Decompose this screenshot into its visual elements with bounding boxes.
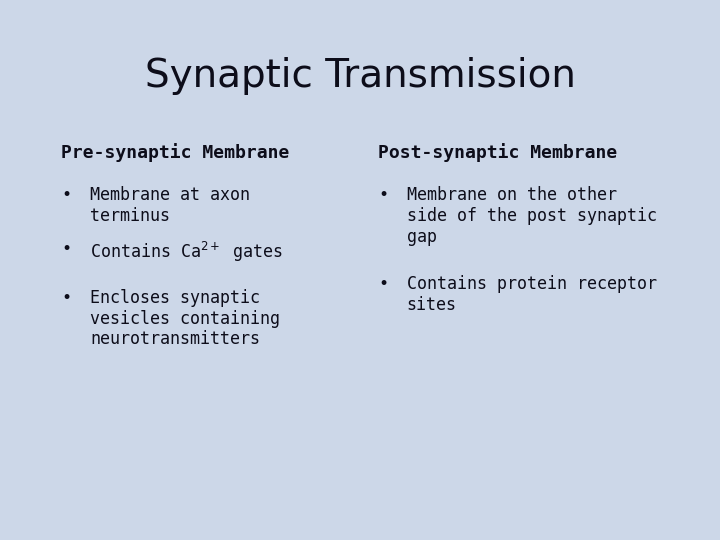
Text: Membrane at axon
terminus: Membrane at axon terminus: [90, 186, 250, 225]
Text: •: •: [61, 240, 71, 258]
Text: •: •: [61, 186, 71, 204]
Text: •: •: [61, 289, 71, 307]
Text: Pre-synaptic Membrane: Pre-synaptic Membrane: [61, 143, 289, 162]
Text: Synaptic Transmission: Synaptic Transmission: [145, 57, 575, 94]
Text: Encloses synaptic
vesicles containing
neurotransmitters: Encloses synaptic vesicles containing ne…: [90, 289, 280, 348]
Text: Post-synaptic Membrane: Post-synaptic Membrane: [378, 143, 617, 162]
Text: Contains protein receptor
sites: Contains protein receptor sites: [407, 275, 657, 314]
Text: •: •: [378, 186, 388, 204]
Text: Membrane on the other
side of the post synaptic
gap: Membrane on the other side of the post s…: [407, 186, 657, 246]
Text: •: •: [378, 275, 388, 293]
Text: Contains Ca$^{2+}$ gates: Contains Ca$^{2+}$ gates: [90, 240, 283, 265]
